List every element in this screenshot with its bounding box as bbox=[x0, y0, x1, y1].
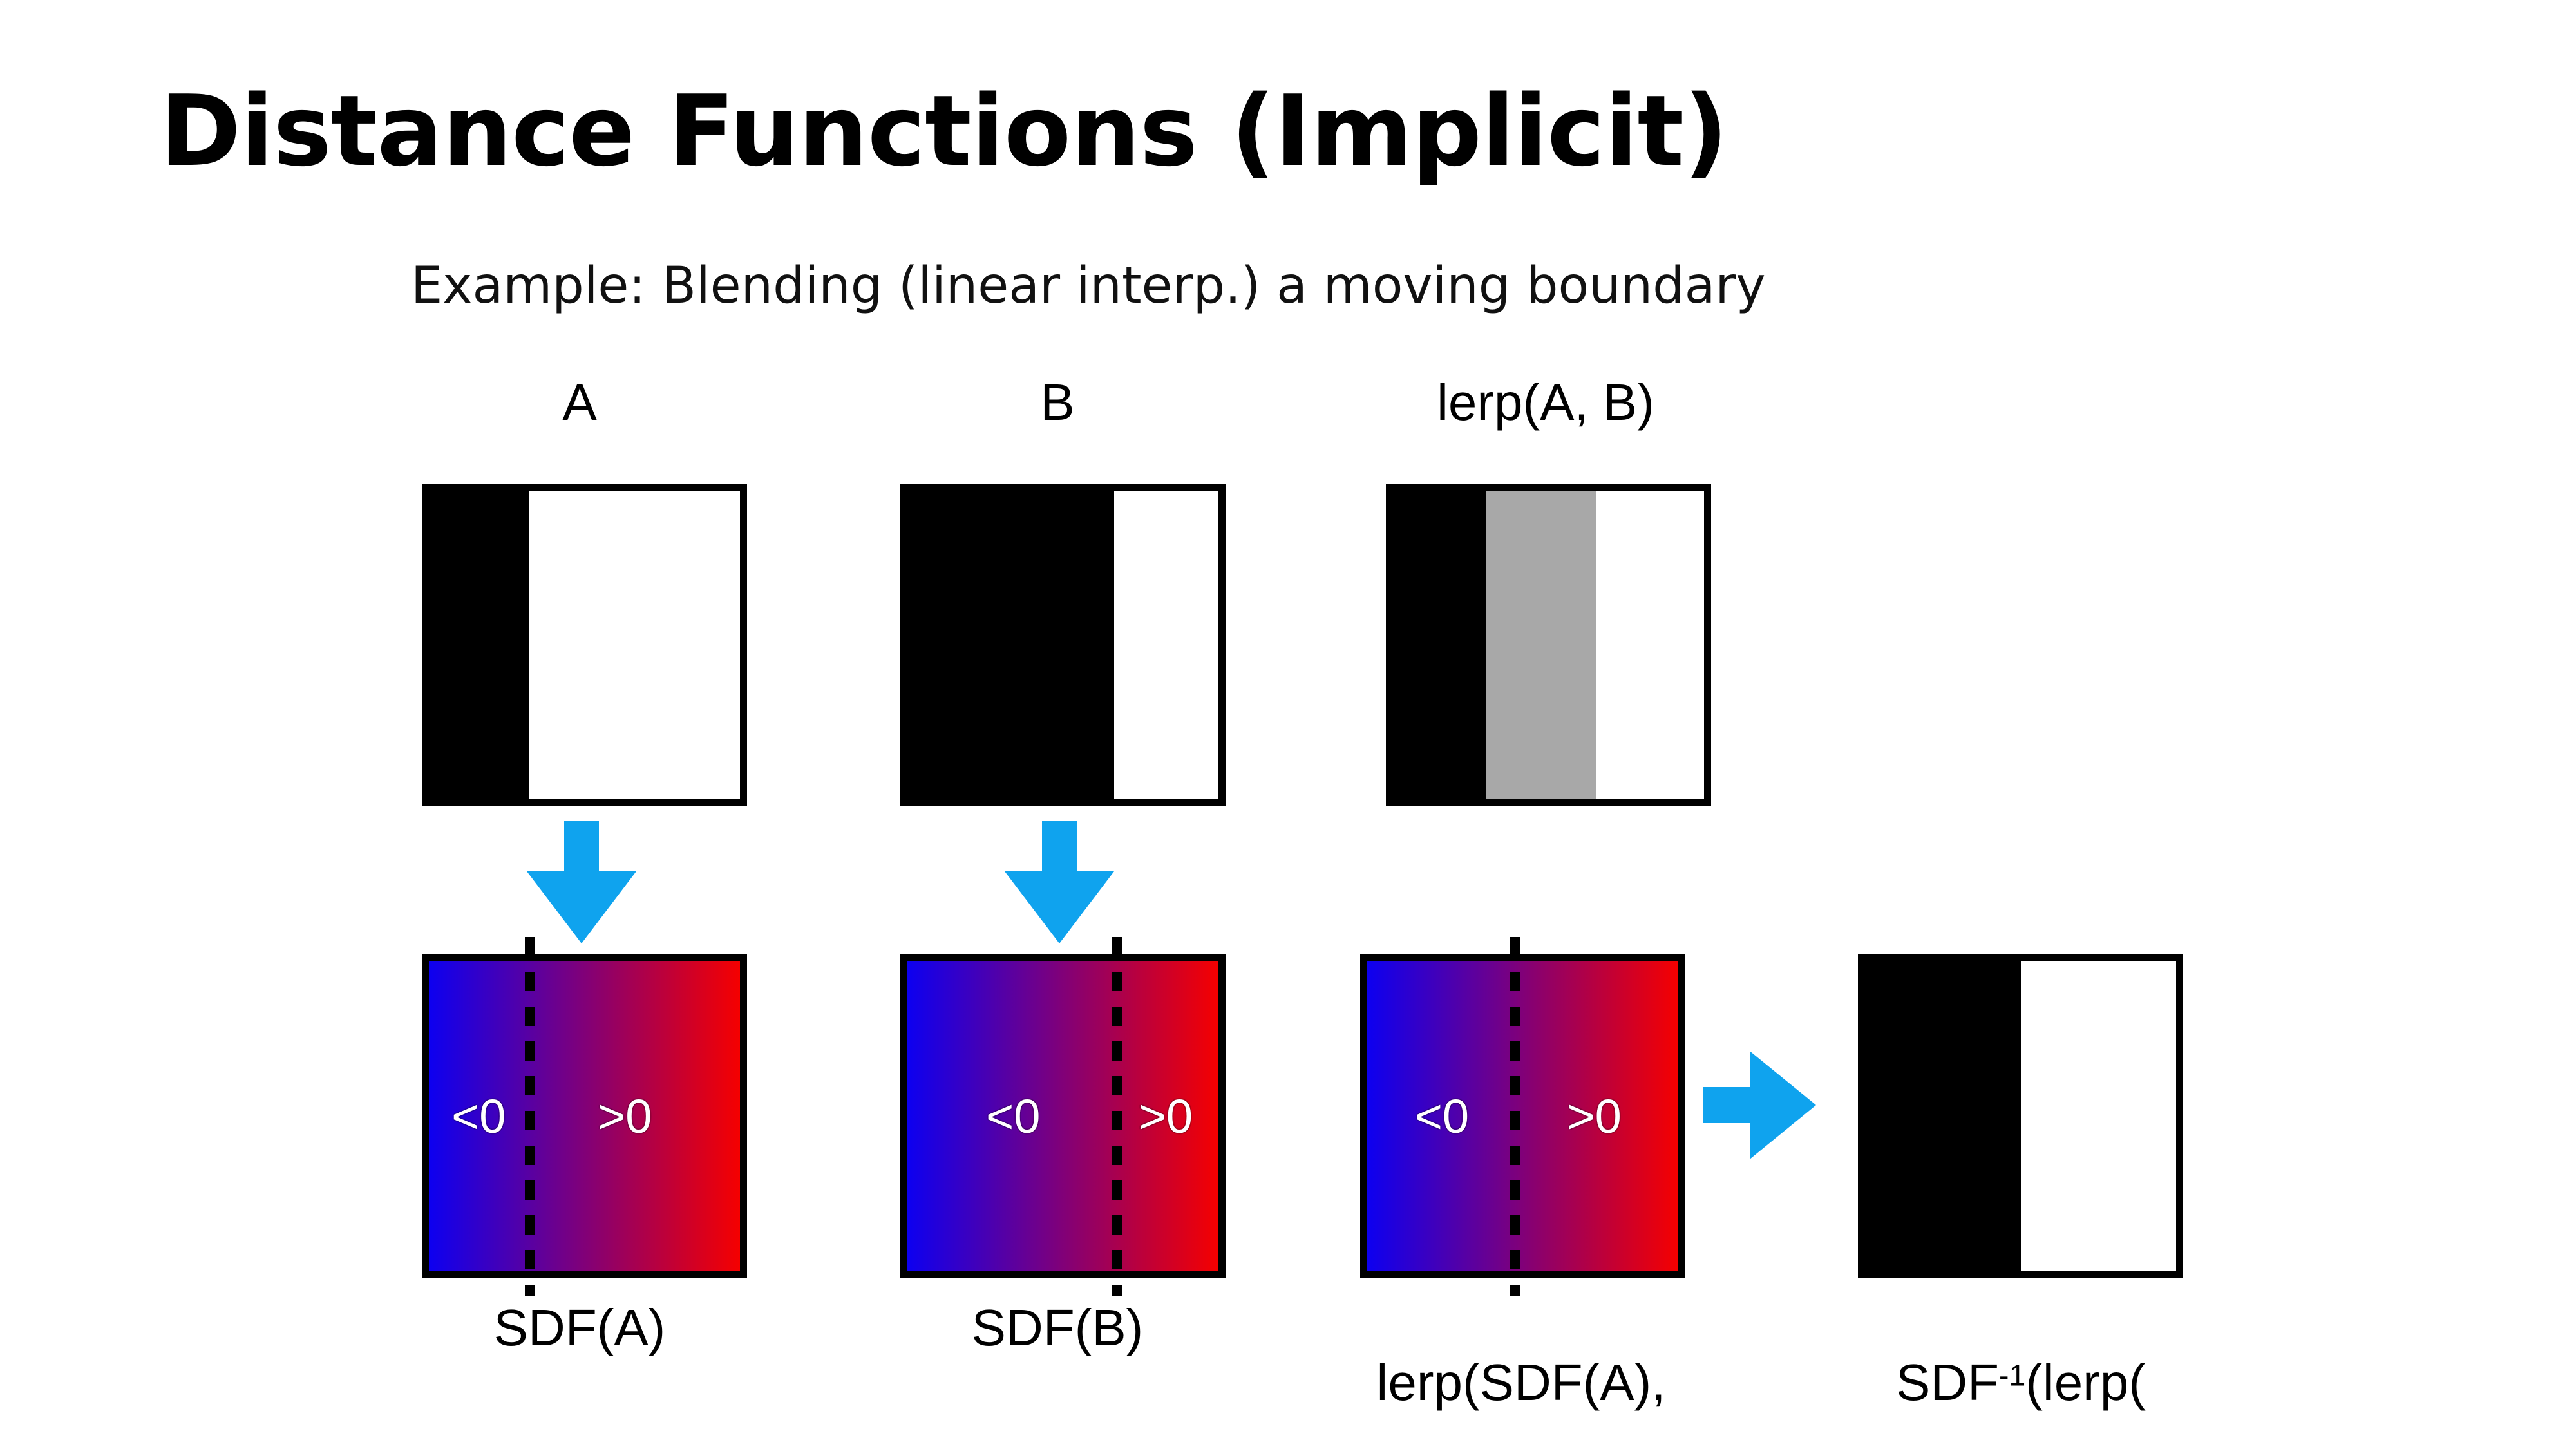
caption-inverse-sdf-line1: SDF-1(lerp( bbox=[1817, 1353, 2224, 1411]
sdf-panel-lerp-negative-label: <0 bbox=[1414, 1089, 1470, 1143]
caption-lerp-sdf-line1: lerp(SDF(A), bbox=[1376, 1353, 1666, 1411]
column-header-b: B bbox=[1040, 374, 1075, 431]
binary-panel-a-inside bbox=[429, 491, 529, 799]
sdf-panel-b: <0 >0 bbox=[900, 937, 1226, 1296]
arrow-down-b-to-sdf bbox=[1005, 821, 1114, 943]
binary-panel-b bbox=[900, 484, 1226, 806]
caption-inverse-sdf-rest: (lerp( bbox=[2025, 1353, 2146, 1411]
binary-panel-lerp bbox=[1386, 484, 1711, 806]
column-header-a: A bbox=[562, 374, 597, 431]
arrow-down-a-to-sdf bbox=[527, 821, 636, 943]
caption-sdf-a: SDF(A) bbox=[493, 1299, 666, 1356]
sdf-panel-b-negative-label: <0 bbox=[986, 1089, 1041, 1143]
sdf-panel-b-positive-label: >0 bbox=[1138, 1089, 1193, 1143]
binary-panel-lerp-black bbox=[1393, 491, 1486, 799]
sdf-panel-lerp-zero-crossing bbox=[1510, 937, 1520, 1296]
sdf-panel-a-zero-crossing bbox=[524, 937, 535, 1296]
caption-inverse-sdf: SDF-1(lerp( SDF(A), SDF(B))) bbox=[1817, 1301, 2224, 1449]
binary-panel-lerp-gray bbox=[1486, 491, 1597, 799]
binary-panel-a bbox=[422, 484, 747, 806]
arrow-right-to-result bbox=[1703, 1051, 1816, 1159]
page-title: Distance Functions (Implicit) bbox=[160, 74, 1728, 188]
sdf-panel-lerp-positive-label: >0 bbox=[1567, 1089, 1622, 1143]
sdf-panel-a-negative-label: <0 bbox=[451, 1089, 506, 1143]
sdf-panel-a-positive-label: >0 bbox=[598, 1089, 652, 1143]
caption-inverse-sdf-superscript: -1 bbox=[1999, 1358, 2026, 1392]
caption-lerp-sdf: lerp(SDF(A), SDF(B)) bbox=[1377, 1301, 1666, 1449]
binary-panel-b-inside bbox=[907, 491, 1115, 799]
binary-panel-result-inside bbox=[1865, 961, 2021, 1271]
caption-sdf-b: SDF(B) bbox=[971, 1299, 1144, 1356]
binary-panel-result bbox=[1858, 954, 2183, 1278]
sdf-panel-lerp: <0 >0 bbox=[1360, 937, 1685, 1296]
page-subtitle: Example: Blending (linear interp.) a mov… bbox=[411, 257, 1766, 315]
column-header-lerp: lerp(A, B) bbox=[1437, 374, 1654, 431]
sdf-panel-a: <0 >0 bbox=[422, 937, 747, 1296]
sdf-panel-b-zero-crossing bbox=[1112, 937, 1123, 1296]
caption-inverse-sdf-prefix: SDF bbox=[1896, 1353, 2000, 1411]
